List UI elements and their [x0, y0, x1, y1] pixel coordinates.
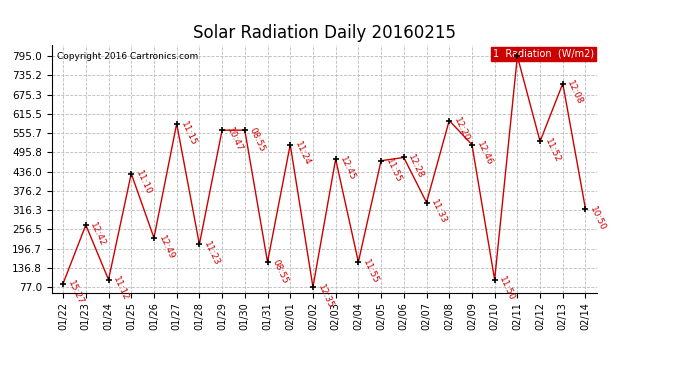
Text: 12:35: 12:35 — [316, 283, 335, 310]
Text: 12:46: 12:46 — [475, 141, 494, 168]
Text: 11:50: 11:50 — [497, 276, 517, 303]
Text: 11:33: 11:33 — [429, 198, 448, 226]
Title: Solar Radiation Daily 20160215: Solar Radiation Daily 20160215 — [193, 24, 456, 42]
Text: 08:55: 08:55 — [248, 126, 266, 153]
Text: 12:45: 12:45 — [338, 155, 357, 182]
Text: 11:15: 11:15 — [179, 120, 199, 147]
Text: 11:23: 11:23 — [202, 240, 221, 267]
Text: 10:50: 10:50 — [589, 205, 607, 232]
Text: 11:52: 11:52 — [543, 137, 562, 164]
Text: 11:55: 11:55 — [384, 156, 403, 184]
Text: 12:08: 12:08 — [566, 80, 584, 106]
Text: 12:20: 12:20 — [452, 116, 471, 143]
Text: 11:12: 11:12 — [111, 276, 130, 303]
Text: 11:24: 11:24 — [293, 141, 312, 168]
Text: Copyright 2016 Cartronics.com: Copyright 2016 Cartronics.com — [57, 53, 199, 62]
Text: 15:27: 15:27 — [66, 279, 85, 306]
Text: 12:28: 12:28 — [406, 153, 426, 180]
Text: 11:10: 11:10 — [134, 170, 153, 196]
Text: 10:47: 10:47 — [225, 126, 244, 153]
Text: 12:49: 12:49 — [157, 234, 176, 261]
Text: 1  Radiation  (W/m2): 1 Radiation (W/m2) — [493, 49, 594, 59]
Text: 11:55: 11:55 — [361, 258, 380, 285]
Text: 08:55: 08:55 — [270, 258, 289, 285]
Text: 12:42: 12:42 — [88, 221, 108, 248]
